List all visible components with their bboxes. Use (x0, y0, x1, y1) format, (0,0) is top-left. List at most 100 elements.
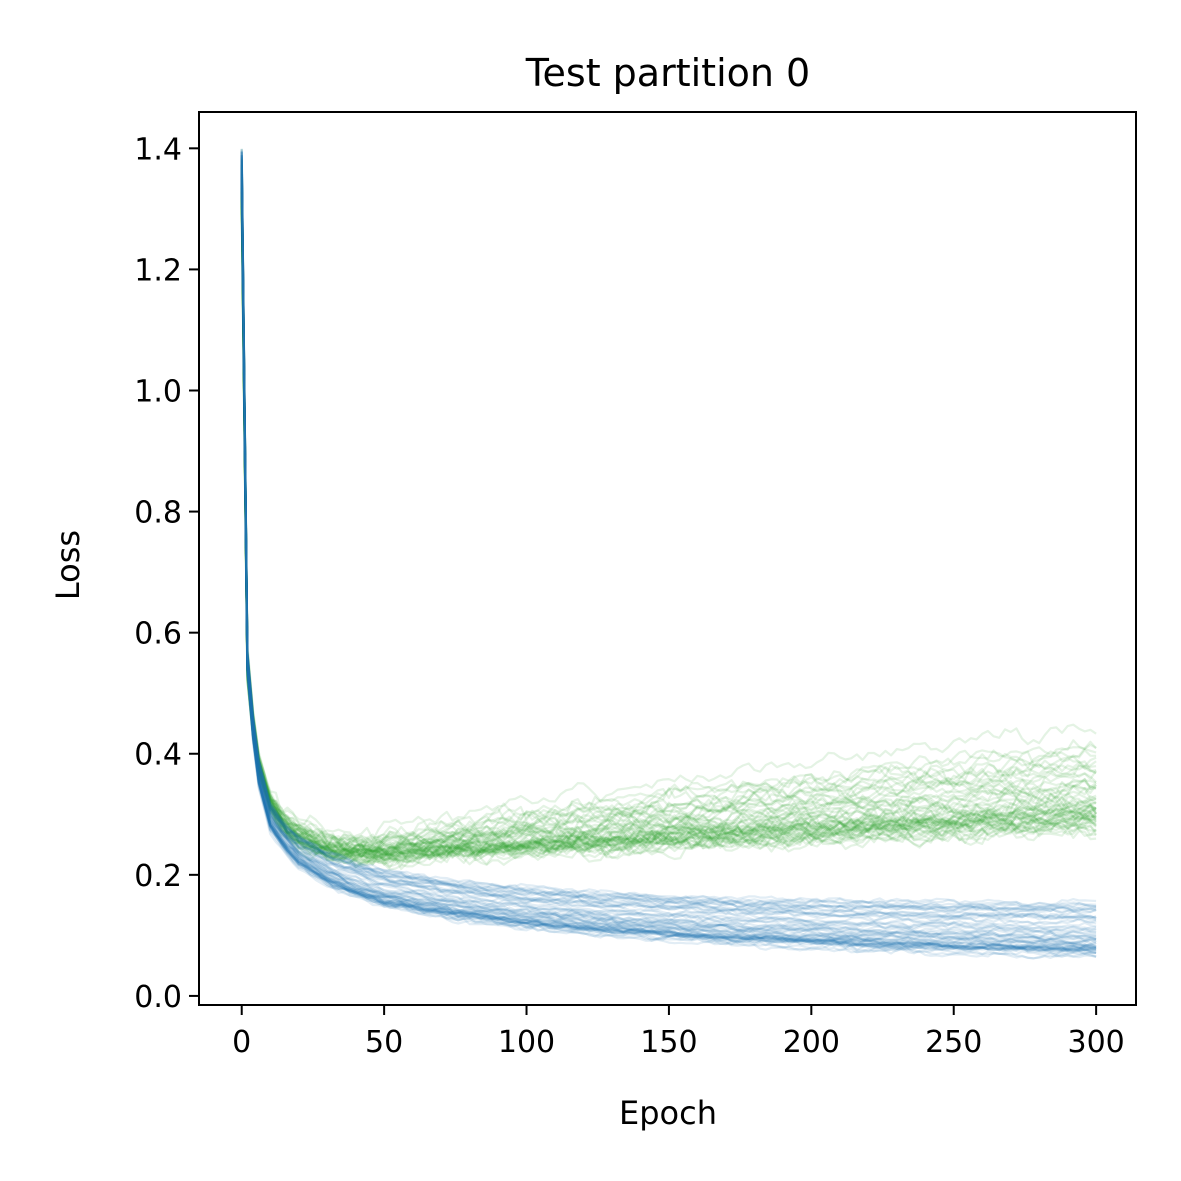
series-line (240, 166, 1097, 854)
series-line (240, 183, 1097, 960)
x-tick-label: 100 (498, 1025, 555, 1060)
y-tick-label: 0.4 (134, 738, 182, 773)
series-line (240, 174, 1097, 952)
series-line (240, 173, 1097, 952)
series-line (240, 191, 1097, 865)
series-line (240, 191, 1097, 861)
series-line (240, 157, 1097, 844)
series-line (240, 177, 1097, 954)
series-line (240, 207, 1097, 866)
series-line (240, 164, 1097, 942)
series-line (240, 152, 1097, 915)
series-line (240, 155, 1097, 920)
x-tick-label: 200 (783, 1025, 840, 1060)
series-line (240, 159, 1097, 934)
series-line (240, 165, 1097, 853)
series-line (240, 195, 1097, 860)
series-line (240, 155, 1097, 921)
series-line (240, 164, 1097, 940)
series-line (240, 160, 1097, 932)
series-line (240, 174, 1097, 952)
series-line (240, 151, 1097, 914)
y-tick-label: 1.0 (134, 374, 182, 409)
series-line (240, 155, 1097, 922)
series-line (240, 150, 1097, 914)
series-line (240, 169, 1097, 854)
series-line (240, 191, 1097, 858)
series-line (240, 157, 1097, 850)
series-line (240, 164, 1097, 853)
series-line (240, 152, 1097, 915)
series-line (240, 175, 1097, 953)
series-line (240, 187, 1097, 859)
series-line (240, 171, 1097, 853)
series-line (240, 177, 1097, 857)
y-tick-label: 0.8 (134, 496, 182, 531)
x-tick-label: 300 (1067, 1025, 1124, 1060)
y-tick-label: 0.0 (134, 980, 182, 1015)
series-line (240, 165, 1097, 939)
series-line (240, 198, 1097, 871)
series-line (240, 151, 1097, 914)
y-tick-label: 1.4 (134, 132, 182, 167)
series-line (240, 181, 1097, 858)
series-line (240, 173, 1097, 852)
series-line (240, 165, 1097, 854)
chart-title: Test partition 0 (525, 51, 810, 95)
series-line (240, 193, 1097, 864)
series-group-green (240, 148, 1098, 871)
series-line (240, 175, 1097, 857)
series-line (240, 189, 1098, 863)
series-line (240, 148, 1097, 847)
series-line (240, 149, 1097, 909)
series-line (240, 166, 1097, 945)
series-line (240, 175, 1097, 858)
x-tick-label: 0 (232, 1025, 251, 1060)
series-line (240, 164, 1097, 848)
series-line (240, 176, 1097, 954)
series-line (240, 195, 1098, 861)
series-line (240, 178, 1097, 858)
series-line (240, 165, 1097, 942)
series-line (240, 154, 1097, 921)
series-line (240, 163, 1097, 939)
series-layer (240, 148, 1098, 960)
series-line (240, 169, 1097, 948)
series-group-blue (240, 148, 1097, 960)
x-tick-label: 150 (640, 1025, 697, 1060)
series-line (240, 160, 1097, 931)
series-line (240, 177, 1097, 956)
series-line (240, 200, 1097, 866)
series-line (240, 172, 1097, 858)
series-line (240, 171, 1097, 950)
y-axis-label: Loss (49, 530, 87, 600)
series-line (240, 192, 1097, 865)
series-line (240, 181, 1097, 960)
series-line (240, 190, 1097, 859)
series-line (240, 168, 1097, 946)
series-line (240, 205, 1097, 871)
series-line (240, 157, 1097, 925)
series-line (240, 171, 1097, 950)
series-line (240, 166, 1097, 945)
series-line (240, 159, 1097, 852)
series-line (240, 186, 1097, 867)
x-axis-label: Epoch (619, 1094, 717, 1132)
series-line (240, 155, 1097, 920)
series-line (240, 189, 1097, 861)
series-line (240, 163, 1097, 938)
series-line (240, 191, 1097, 861)
series-line (240, 183, 1097, 859)
series-line (240, 167, 1097, 855)
series-line (240, 152, 1097, 914)
y-axis: 0.0 0.2 0.4 0.6 0.8 1.0 1.2 1.4 (134, 132, 199, 1015)
series-line (240, 165, 1097, 942)
series-line (240, 191, 1097, 863)
series-line (240, 180, 1097, 958)
series-line (240, 191, 1097, 859)
series-line (240, 173, 1097, 952)
series-line (240, 161, 1097, 935)
series-line (240, 175, 1097, 953)
